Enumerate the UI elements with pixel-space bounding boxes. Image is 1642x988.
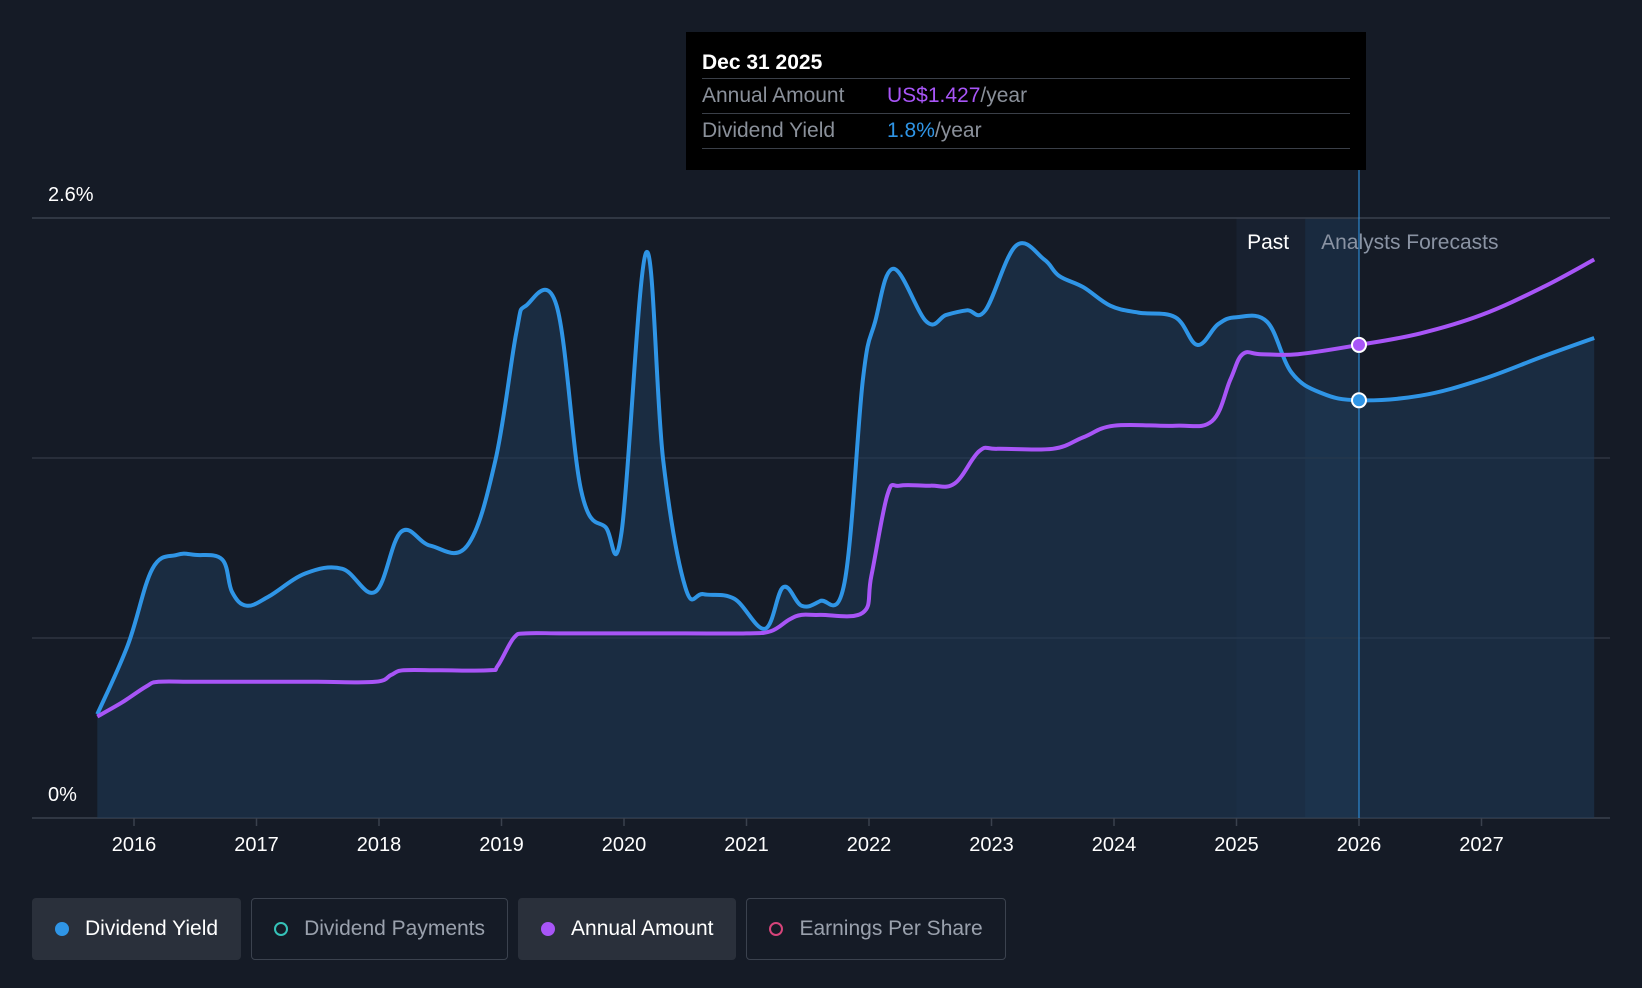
tooltip-date: Dec 31 2025 (702, 48, 1350, 79)
legend-annual-amount-dot-icon (541, 922, 556, 936)
annual-amount-marker[interactable] (1351, 336, 1367, 353)
tooltip-annual-amount-row: Annual Amount US$1.427 /year (702, 79, 1350, 114)
x-axis-tick-label: 2025 (1214, 834, 1259, 856)
x-axis-tick-label: 2024 (1092, 834, 1137, 856)
chart-legend: Dividend Yield Dividend Payments Annual … (32, 898, 1006, 960)
x-axis-tick-label: 2017 (234, 834, 279, 856)
tooltip-annual-amount-value: US$1.427 (887, 84, 981, 107)
legend-dividend-yield-dot-icon (55, 922, 69, 936)
x-axis-tick-label: 2016 (112, 834, 157, 856)
chart-tooltip: Dec 31 2025 Annual Amount US$1.427 /year… (686, 32, 1366, 170)
tooltip-dividend-yield-value: 1.8% (887, 119, 935, 142)
legend-earnings-per-share-label: Earnings Per Share (799, 917, 983, 940)
legend-dividend-payments-button[interactable]: Dividend Payments (251, 898, 509, 960)
tooltip-annual-amount-label: Annual Amount (702, 84, 845, 107)
x-axis-tick-label: 2019 (479, 834, 524, 856)
x-axis-tick-label: 2023 (969, 834, 1014, 856)
x-axis-tick-label: 2020 (602, 834, 647, 856)
x-axis: 2016 2017 2018 2019 2020 2021 2022 2023 2024 2025… (112, 818, 1504, 856)
x-axis-tick-label: 2022 (847, 834, 892, 856)
y-axis-min-label: 0% (48, 784, 77, 806)
legend-annual-amount-button[interactable]: Annual Amount (518, 898, 737, 960)
dividend-yield-area (97, 243, 1595, 818)
x-axis-tick-label: 2027 (1459, 834, 1504, 856)
tooltip-dividend-yield-unit: /year (934, 119, 982, 142)
dividend-yield-marker[interactable] (1351, 392, 1367, 409)
tooltip-dividend-yield-label: Dividend Yield (702, 119, 836, 142)
legend-dividend-payments-label: Dividend Payments (304, 917, 486, 940)
tooltip-annual-amount-unit: /year (980, 84, 1028, 107)
legend-dividend-payments-dot-icon (274, 922, 289, 936)
annual-amount-line[interactable] (96, 257, 1596, 719)
x-axis-tick-label: 2021 (724, 834, 769, 856)
legend-dividend-yield-button[interactable]: Dividend Yield (32, 898, 242, 960)
legend-dividend-yield-label: Dividend Yield (85, 917, 219, 940)
dividend-yield-line[interactable] (95, 241, 1595, 716)
forecast-zone-label: Analysts Forecasts (1321, 231, 1498, 254)
legend-annual-amount-label: Annual Amount (571, 917, 714, 940)
tooltip-dividend-yield-row: Dividend Yield 1.8% /year (702, 114, 1350, 149)
legend-earnings-per-share-dot-icon (769, 922, 784, 936)
x-axis-tick-label: 2018 (357, 834, 402, 856)
past-zone-label: Past (1247, 231, 1289, 254)
x-axis-tick-label: 2026 (1337, 834, 1382, 856)
y-axis-max-label: 2.6% (48, 184, 94, 206)
legend-earnings-per-share-button[interactable]: Earnings Per Share (746, 898, 1006, 960)
